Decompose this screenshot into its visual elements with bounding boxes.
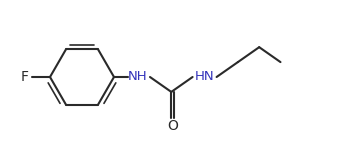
Text: O: O bbox=[167, 119, 178, 133]
Text: NH: NH bbox=[128, 70, 148, 84]
Text: F: F bbox=[21, 70, 29, 84]
Text: HN: HN bbox=[195, 70, 215, 84]
